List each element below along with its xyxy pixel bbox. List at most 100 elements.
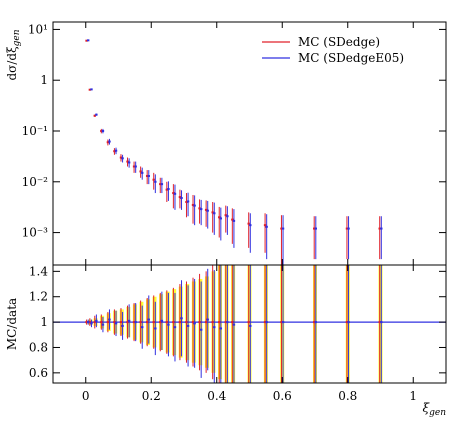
data-point <box>154 327 157 330</box>
data-point <box>226 215 229 218</box>
x-axis-label: ξgen <box>423 401 447 418</box>
data-point <box>314 321 317 324</box>
data-point <box>199 208 203 211</box>
y-tick-label: 1 <box>40 73 48 87</box>
data-point <box>347 227 350 230</box>
data-point <box>160 319 164 322</box>
data-point <box>231 321 234 324</box>
data-point <box>167 323 170 326</box>
data-point <box>249 224 252 227</box>
data-point <box>193 204 196 207</box>
data-point <box>380 321 383 324</box>
data-point <box>88 88 92 91</box>
data-point <box>347 321 350 324</box>
data-point <box>165 321 169 324</box>
y-axis-label: MC/data <box>5 298 19 350</box>
plot-area <box>85 39 383 265</box>
data-point <box>108 318 111 321</box>
data-point <box>152 321 155 324</box>
y-axis-label-main: dσ/dξ <box>5 46 19 81</box>
data-point <box>119 156 123 159</box>
data-point <box>141 326 144 329</box>
data-point <box>280 227 283 230</box>
data-point <box>85 321 88 324</box>
data-point <box>281 321 285 324</box>
data-point <box>127 319 131 322</box>
data-point <box>100 321 103 324</box>
data-point <box>172 192 175 195</box>
data-point <box>178 321 182 324</box>
uncertainty-band <box>378 265 383 383</box>
data-point <box>172 321 175 324</box>
y-axis-label: dσ/dξgen <box>5 29 22 80</box>
data-point <box>145 175 149 178</box>
data-point <box>231 218 234 221</box>
data-point <box>232 219 236 222</box>
data-point <box>247 321 250 324</box>
data-point <box>159 183 162 186</box>
data-point <box>147 175 150 178</box>
y-axis-label-sub: gen <box>12 29 22 46</box>
data-point <box>206 209 209 212</box>
data-point <box>226 321 229 324</box>
x-axis-label-main: ξ <box>423 401 431 415</box>
data-point <box>314 227 317 230</box>
uncertainty-band <box>263 265 268 383</box>
data-point <box>95 113 98 116</box>
uncertainty-band <box>313 265 317 383</box>
data-point <box>134 321 137 324</box>
data-point <box>180 196 183 199</box>
data-point <box>101 130 105 133</box>
data-point <box>139 170 142 173</box>
x-tick-label: 1 <box>409 389 417 403</box>
data-point <box>204 321 208 324</box>
data-point <box>93 114 96 117</box>
x-tick-label: 0.6 <box>273 389 292 403</box>
data-point <box>219 217 223 220</box>
data-point <box>93 321 96 324</box>
data-point <box>247 222 250 225</box>
data-point <box>160 183 164 186</box>
data-point <box>378 321 381 324</box>
frame <box>52 264 447 384</box>
x-tick-label: 0.2 <box>142 389 161 403</box>
data-point <box>213 212 216 215</box>
data-point <box>152 178 155 181</box>
data-point <box>345 227 349 230</box>
data-point <box>218 216 221 219</box>
data-point <box>280 321 283 324</box>
data-point <box>178 196 182 199</box>
data-point <box>126 160 129 163</box>
data-point <box>119 321 123 324</box>
data-point <box>173 326 177 329</box>
uncertainty-band <box>247 265 252 383</box>
y-tick-label: 0.8 <box>29 340 48 354</box>
plot-area <box>53 265 446 383</box>
data-point <box>167 188 170 191</box>
data-point <box>263 224 267 227</box>
legend-label: MC (SDedgeE05) <box>298 51 404 65</box>
data-point <box>281 227 285 230</box>
data-point <box>191 321 195 324</box>
data-point <box>132 165 136 168</box>
uncertainty-band <box>345 265 350 383</box>
uncertainty-band <box>224 265 229 383</box>
data-point <box>185 321 188 324</box>
data-point <box>114 322 118 325</box>
data-point <box>108 140 111 143</box>
data-point <box>90 322 93 325</box>
data-point <box>265 321 268 324</box>
data-point <box>191 203 195 206</box>
data-point <box>204 208 208 211</box>
x-axis-label-sub: gen <box>429 408 446 418</box>
y-tick-label: 10⁻³ <box>22 226 49 240</box>
data-point <box>154 180 157 183</box>
y-tick-label: 0.6 <box>29 366 48 380</box>
data-point <box>173 192 177 195</box>
data-point <box>141 171 144 174</box>
y-tick-label: 10⁻² <box>22 175 49 189</box>
data-point <box>134 165 137 168</box>
y-tick-label: 10⁻¹ <box>22 124 48 138</box>
x-tick-label: 0 <box>82 389 90 403</box>
data-point <box>186 200 190 203</box>
